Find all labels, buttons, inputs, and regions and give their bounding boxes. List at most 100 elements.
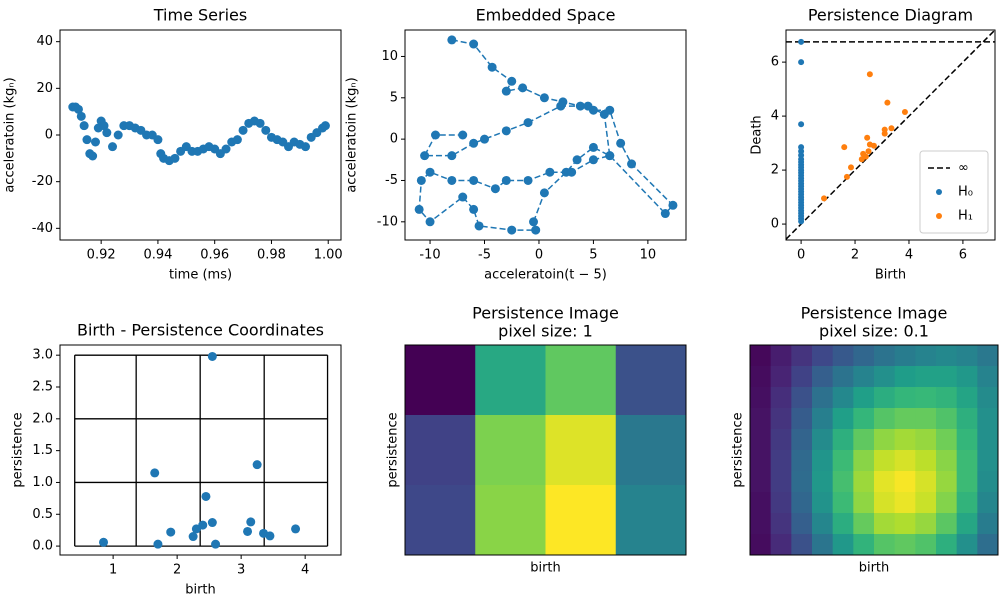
heatmap-cell [615,485,686,555]
axes-frame [59,344,342,556]
data-point [545,167,555,177]
data-point [207,518,217,528]
heatmap-cell [853,366,875,388]
heatmap-cell [977,429,998,451]
heatmap-cell [832,345,854,367]
heatmap-cell [936,450,958,472]
heatmap-cell [915,471,937,493]
y-tick-label: 1.5 [32,443,53,458]
data-point [416,175,426,185]
heatmap-cell [812,471,834,493]
data-point [469,138,479,148]
heatmap-cell [750,366,772,388]
chart-subtitle: pixel size: 0.1 [819,322,929,341]
y-tick-label: 40 [36,34,53,49]
heatmap-cell [894,471,916,493]
axes-frame [404,344,687,556]
heatmap-cell [812,429,834,451]
x-axis-label: birth [185,583,216,598]
heatmap-cell [853,429,875,451]
x-tick-label: -10 [419,248,440,263]
heatmap-cell [874,408,896,430]
y-tick-label: 10 [381,49,398,64]
heatmap-cell [853,387,875,409]
heatmap-cell [770,534,792,555]
data-point [660,209,670,219]
data-point [447,151,457,161]
heatmap-cell [936,345,958,367]
data-point [252,460,262,470]
data-point [469,175,479,185]
data-point [556,101,566,111]
data-point [170,153,180,163]
y-axis-label: Death [750,115,765,154]
heatmap-cell [874,366,896,388]
data-point [425,217,435,227]
heatmap-cell [894,450,916,472]
heatmap-cell [791,492,813,514]
heatmap-cell [894,408,916,430]
data-point [588,155,598,165]
heatmap-cell [956,408,978,430]
data-point [627,159,637,169]
heatmap-cell [956,366,978,388]
y-tick-label: -5 [385,173,398,188]
data-point [865,148,872,155]
data-point [102,128,112,138]
data-point [866,71,873,78]
heatmap-cell [894,534,916,555]
heatmap-cell [770,450,792,472]
heatmap-cell [894,366,916,388]
heatmap-cell [791,345,813,367]
legend-label: H₀ [958,185,973,200]
y-tick-label: -10 [377,214,398,229]
heatmap-cell [936,387,958,409]
data-point [575,101,585,111]
data-point [583,101,593,111]
chart-title: Persistence Image [472,304,619,323]
y-tick-label: 0 [390,132,398,147]
chart-title: Time Series [153,6,247,25]
data-point [474,221,484,231]
heatmap-cell [977,513,998,535]
data-point [420,151,430,161]
data-point [82,135,92,145]
y-tick-label: 6 [771,55,779,70]
y-axis-label: persistence [731,412,746,487]
data-point [507,225,517,235]
y-tick-label: 2 [771,163,779,178]
x-tick-label: 0.98 [257,248,286,263]
heatmap-cell [770,429,792,451]
heatmap-cell [832,366,854,388]
chart-subtitle: pixel size: 1 [498,322,593,341]
data-point [881,126,888,133]
x-tick-label: 0 [535,248,543,263]
heatmap-cell [615,415,686,486]
heatmap-cell [750,534,772,555]
x-axis-label: Birth [875,268,906,283]
heatmap-cell [936,471,958,493]
heatmap-cell [832,429,854,451]
heatmap-cell [853,471,875,493]
data-point [531,225,541,235]
data-point [668,200,678,210]
heatmap-cell [832,450,854,472]
y-tick-label: -40 [32,221,53,236]
heatmap-cell [812,408,834,430]
heatmap-cell [832,513,854,535]
heatmap-cell [853,408,875,430]
heatmap-cell [936,492,958,514]
heatmap-cell [475,415,546,486]
heatmap-cell [936,366,958,388]
heatmap-cell [770,387,792,409]
heatmap-cell [874,345,896,367]
heatmap-cell [894,345,916,367]
heatmap-cell [956,387,978,409]
x-tick-label: 1.00 [314,248,343,263]
data-point [79,121,89,131]
heatmap-cell [812,366,834,388]
data-point [198,520,208,530]
heatmap-cell [812,345,834,367]
data-point [469,39,479,49]
